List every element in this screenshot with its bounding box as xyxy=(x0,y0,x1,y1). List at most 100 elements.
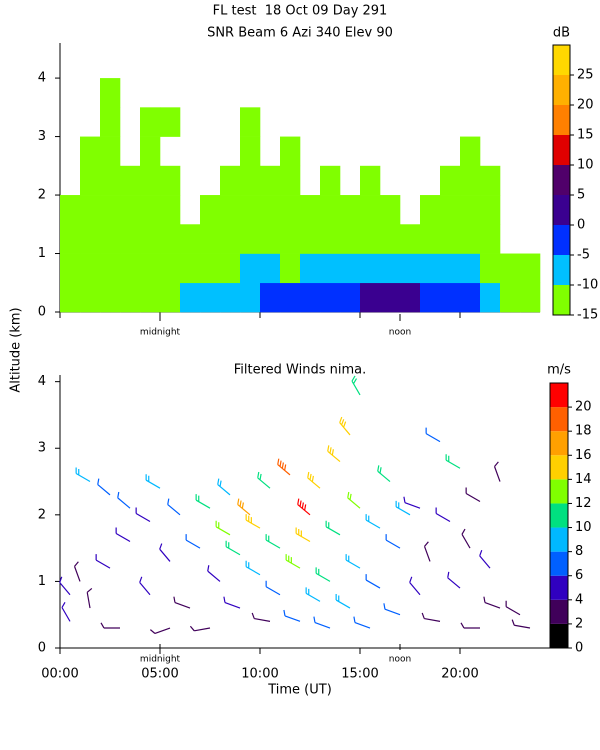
wind-barb xyxy=(421,612,441,622)
heatmap-cell xyxy=(140,165,161,196)
wind-barb xyxy=(347,491,361,509)
colorbar-tick-label: -15 xyxy=(577,308,598,323)
wind-barb xyxy=(223,596,241,609)
heatmap-cell xyxy=(320,195,341,225)
colorbar-segment xyxy=(553,45,570,75)
wind-barb xyxy=(383,603,401,616)
heatmap-cell xyxy=(420,282,441,313)
chart-title: Filtered Winds nima. xyxy=(234,363,366,378)
colorbar-segment xyxy=(550,551,568,576)
wind-barb xyxy=(257,471,271,489)
heatmap-cell xyxy=(360,195,381,225)
heatmap-cell xyxy=(100,107,121,137)
wind-barb xyxy=(325,520,341,536)
heatmap-cell xyxy=(80,136,101,167)
x-tick-label: 00:00 xyxy=(41,667,78,682)
heatmap-cell xyxy=(260,253,281,284)
heatmap-cell xyxy=(340,195,361,225)
colorbar-segment xyxy=(550,407,568,432)
heatmap-cell xyxy=(140,107,161,137)
colorbar-segment xyxy=(550,503,568,528)
heatmap-cell xyxy=(180,282,201,313)
colorbar-segment xyxy=(550,383,568,408)
heatmap-cell xyxy=(160,224,181,254)
colorbar-tick-label: 10 xyxy=(575,520,592,535)
wind-barb xyxy=(445,454,461,469)
heatmap-cell xyxy=(300,282,321,313)
heatmap-cell xyxy=(200,253,221,284)
heatmap-cell xyxy=(160,195,181,225)
heatmap-cell xyxy=(100,165,121,196)
heatmap-cell xyxy=(500,253,521,284)
wind-barb xyxy=(285,554,301,569)
y-tick-label: 1 xyxy=(38,246,46,261)
heatmap-cell xyxy=(240,224,261,254)
y-tick-label: 3 xyxy=(38,441,46,456)
wind-barb xyxy=(265,580,281,596)
heatmap-cell xyxy=(120,253,141,284)
x-tick-label: 05:00 xyxy=(141,667,178,682)
heatmap-cell xyxy=(460,253,481,284)
colorbar-segment xyxy=(550,623,568,648)
wind-barb xyxy=(245,560,261,576)
colorbar-segment xyxy=(550,455,568,480)
heatmap-cell xyxy=(460,165,481,196)
colorbar-segment xyxy=(553,195,570,225)
colorbar-tick-label: 25 xyxy=(577,68,594,83)
heatmap-cell xyxy=(140,282,161,313)
wind-barb xyxy=(195,494,211,509)
wind-barb xyxy=(237,498,251,516)
colorbar-tick-label: 16 xyxy=(575,448,592,463)
wind-barb xyxy=(185,534,201,549)
heatmap-cell xyxy=(80,253,101,284)
heatmap-cell xyxy=(480,253,501,284)
heatmap-cell xyxy=(420,195,441,225)
heatmap-cell xyxy=(100,195,121,225)
wind-barb xyxy=(207,565,221,582)
heatmap-cell xyxy=(120,195,141,225)
heatmap-cell xyxy=(480,282,501,313)
wind-barb xyxy=(251,612,271,622)
heatmap-cell xyxy=(380,224,401,254)
heatmap-cell xyxy=(140,224,161,254)
heatmap-cell xyxy=(280,282,301,313)
y-tick-label: 0 xyxy=(38,641,46,656)
wind-barb xyxy=(365,574,381,589)
wind-barb xyxy=(115,527,131,542)
heatmap-cell xyxy=(200,224,221,254)
wind-barb xyxy=(159,543,171,562)
heatmap-cell xyxy=(300,253,321,284)
colorbar-segment xyxy=(553,225,570,255)
heatmap-cell xyxy=(420,224,441,254)
heatmap-cell xyxy=(240,165,261,196)
wind-barb xyxy=(353,616,371,629)
heatmap-cell xyxy=(280,195,301,225)
wind-barb xyxy=(75,467,91,483)
heatmap-cell xyxy=(180,253,201,284)
wind-barb xyxy=(511,619,531,629)
heatmap-cell xyxy=(240,253,261,284)
heatmap-cell xyxy=(220,224,241,254)
heatmap-cell xyxy=(380,253,401,284)
wind-barb xyxy=(335,594,351,609)
colorbar-segment xyxy=(553,135,570,165)
heatmap-cell xyxy=(400,253,421,284)
heatmap-cell xyxy=(380,282,401,313)
colorbar-segment xyxy=(550,431,568,456)
wind-barb xyxy=(447,571,461,589)
heatmap-cell xyxy=(100,136,121,167)
heatmap-cell xyxy=(100,78,121,108)
heatmap-cell xyxy=(400,224,421,254)
colorbar-tick-label: -5 xyxy=(577,248,590,263)
heatmap-cell xyxy=(80,195,101,225)
heatmap-cell xyxy=(260,165,281,196)
heatmap-cell xyxy=(460,282,481,313)
y-tick-label: 4 xyxy=(38,374,46,389)
heatmap-cell xyxy=(460,136,481,167)
heatmap-cell xyxy=(360,282,381,313)
colorbar-tick-label: -10 xyxy=(577,278,598,293)
wind-barb xyxy=(403,496,421,509)
heatmap-cell xyxy=(140,195,161,225)
heatmap-cell xyxy=(500,282,521,313)
